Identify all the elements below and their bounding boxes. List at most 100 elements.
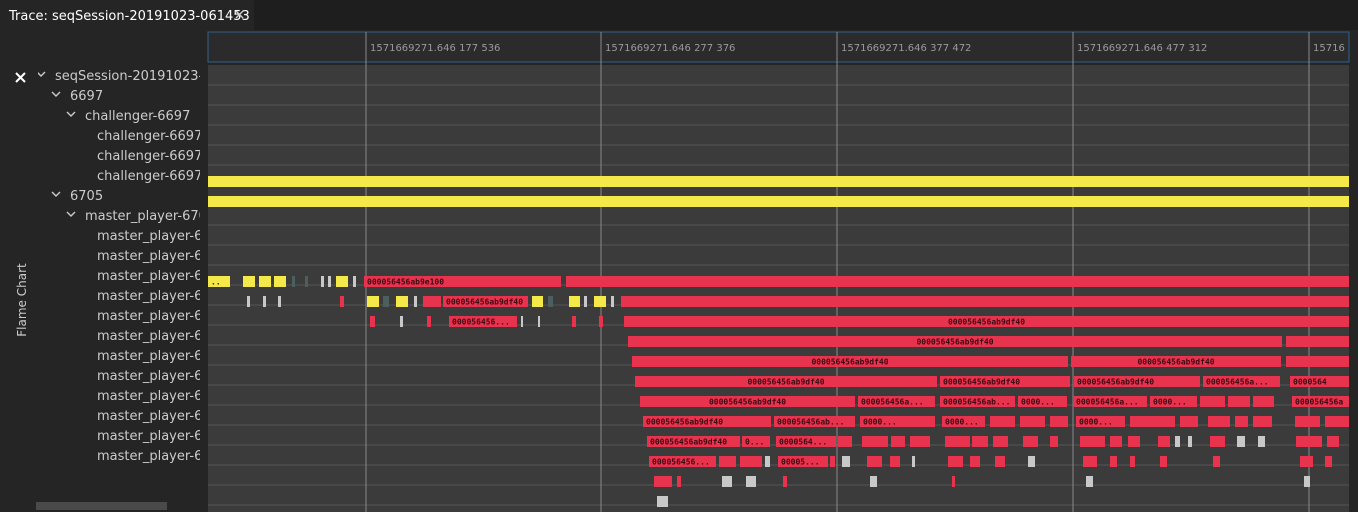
span[interactable] (1292, 396, 1349, 407)
tree-item[interactable]: master_player-6 (97, 349, 202, 364)
close-view[interactable] (15, 72, 26, 83)
span[interactable] (1076, 416, 1125, 427)
span[interactable] (1200, 396, 1225, 407)
span[interactable] (870, 476, 877, 487)
span[interactable] (1228, 396, 1250, 407)
span[interactable] (1110, 456, 1117, 467)
span[interactable] (1050, 416, 1068, 427)
span[interactable] (1130, 456, 1135, 467)
span[interactable] (1296, 436, 1322, 447)
span[interactable] (548, 296, 553, 307)
span[interactable] (1237, 436, 1245, 447)
span[interactable] (765, 456, 770, 467)
tree-item[interactable]: master_player-6 (97, 309, 202, 324)
span[interactable] (942, 416, 985, 427)
span[interactable] (1028, 456, 1035, 467)
span[interactable] (719, 456, 736, 467)
span[interactable] (414, 296, 417, 307)
span[interactable] (400, 316, 403, 327)
span[interactable] (621, 296, 1349, 307)
chevron[interactable] (51, 191, 61, 197)
span[interactable] (1080, 436, 1105, 447)
span[interactable] (649, 456, 716, 467)
span[interactable] (594, 296, 606, 307)
span[interactable] (891, 436, 905, 447)
tree-item[interactable]: challenger-6697 (97, 149, 202, 164)
span[interactable] (538, 316, 540, 327)
span[interactable] (1086, 476, 1093, 487)
span[interactable] (383, 296, 389, 307)
span[interactable] (940, 376, 1070, 387)
span[interactable] (1253, 396, 1274, 407)
span[interactable] (657, 496, 668, 507)
span[interactable] (1325, 456, 1332, 467)
span[interactable] (353, 276, 356, 287)
span[interactable] (1110, 436, 1122, 447)
span[interactable] (367, 296, 379, 307)
span[interactable] (830, 456, 835, 467)
scrollbar[interactable] (36, 502, 167, 510)
span[interactable] (1286, 336, 1349, 347)
span[interactable] (628, 336, 1282, 347)
span[interactable] (1071, 356, 1281, 367)
span[interactable] (423, 296, 441, 307)
chevron[interactable] (51, 91, 61, 97)
tree-item[interactable]: master_player-6 (97, 329, 202, 344)
span[interactable] (990, 416, 1015, 427)
chevron[interactable] (66, 211, 76, 217)
span[interactable] (1203, 376, 1280, 387)
span[interactable] (321, 276, 324, 287)
span[interactable] (1325, 416, 1349, 427)
tab[interactable] (0, 0, 254, 30)
chevron[interactable] (66, 111, 76, 117)
span[interactable] (1300, 456, 1313, 467)
span[interactable] (521, 316, 523, 327)
span[interactable] (1295, 416, 1320, 427)
span[interactable] (910, 436, 930, 447)
span[interactable] (443, 296, 528, 307)
span[interactable] (340, 296, 344, 307)
span[interactable] (890, 456, 900, 467)
span[interactable] (336, 276, 348, 287)
span[interactable] (945, 436, 970, 447)
chevron[interactable] (37, 71, 46, 77)
tree-item[interactable]: master_player-6 (97, 369, 202, 384)
span[interactable] (243, 276, 255, 287)
span[interactable] (1290, 376, 1349, 387)
span[interactable] (259, 276, 271, 287)
span[interactable] (1235, 416, 1248, 427)
span[interactable] (632, 356, 1068, 367)
span[interactable] (635, 376, 937, 387)
span[interactable] (1160, 456, 1167, 467)
span[interactable] (1210, 436, 1225, 447)
span[interactable] (1286, 356, 1349, 367)
tree-item[interactable]: 6697 (70, 89, 103, 104)
span[interactable] (1074, 376, 1200, 387)
span[interactable] (1150, 396, 1197, 407)
tree-item[interactable]: master_player-6 (97, 389, 202, 404)
tree-item[interactable]: master_player-6 (97, 289, 202, 304)
span[interactable] (396, 296, 408, 307)
span[interactable] (208, 276, 230, 287)
span[interactable] (1050, 436, 1058, 447)
span[interactable] (364, 276, 561, 287)
span[interactable] (677, 476, 681, 487)
span[interactable] (862, 436, 888, 447)
span[interactable] (842, 456, 850, 467)
tree-item[interactable]: seqSession-20191023-0 (55, 69, 211, 84)
span[interactable] (746, 476, 756, 487)
span[interactable] (838, 436, 852, 447)
span[interactable] (970, 456, 980, 467)
span[interactable] (1304, 476, 1310, 487)
span[interactable] (742, 436, 770, 447)
span[interactable] (624, 316, 1349, 327)
span[interactable] (532, 296, 543, 307)
span[interactable] (995, 456, 1005, 467)
span[interactable] (993, 436, 1008, 447)
span[interactable] (1208, 416, 1230, 427)
span[interactable] (1128, 436, 1140, 447)
span[interactable] (1073, 396, 1147, 407)
span[interactable] (305, 276, 308, 287)
span[interactable] (1213, 456, 1220, 467)
span[interactable] (647, 436, 740, 447)
